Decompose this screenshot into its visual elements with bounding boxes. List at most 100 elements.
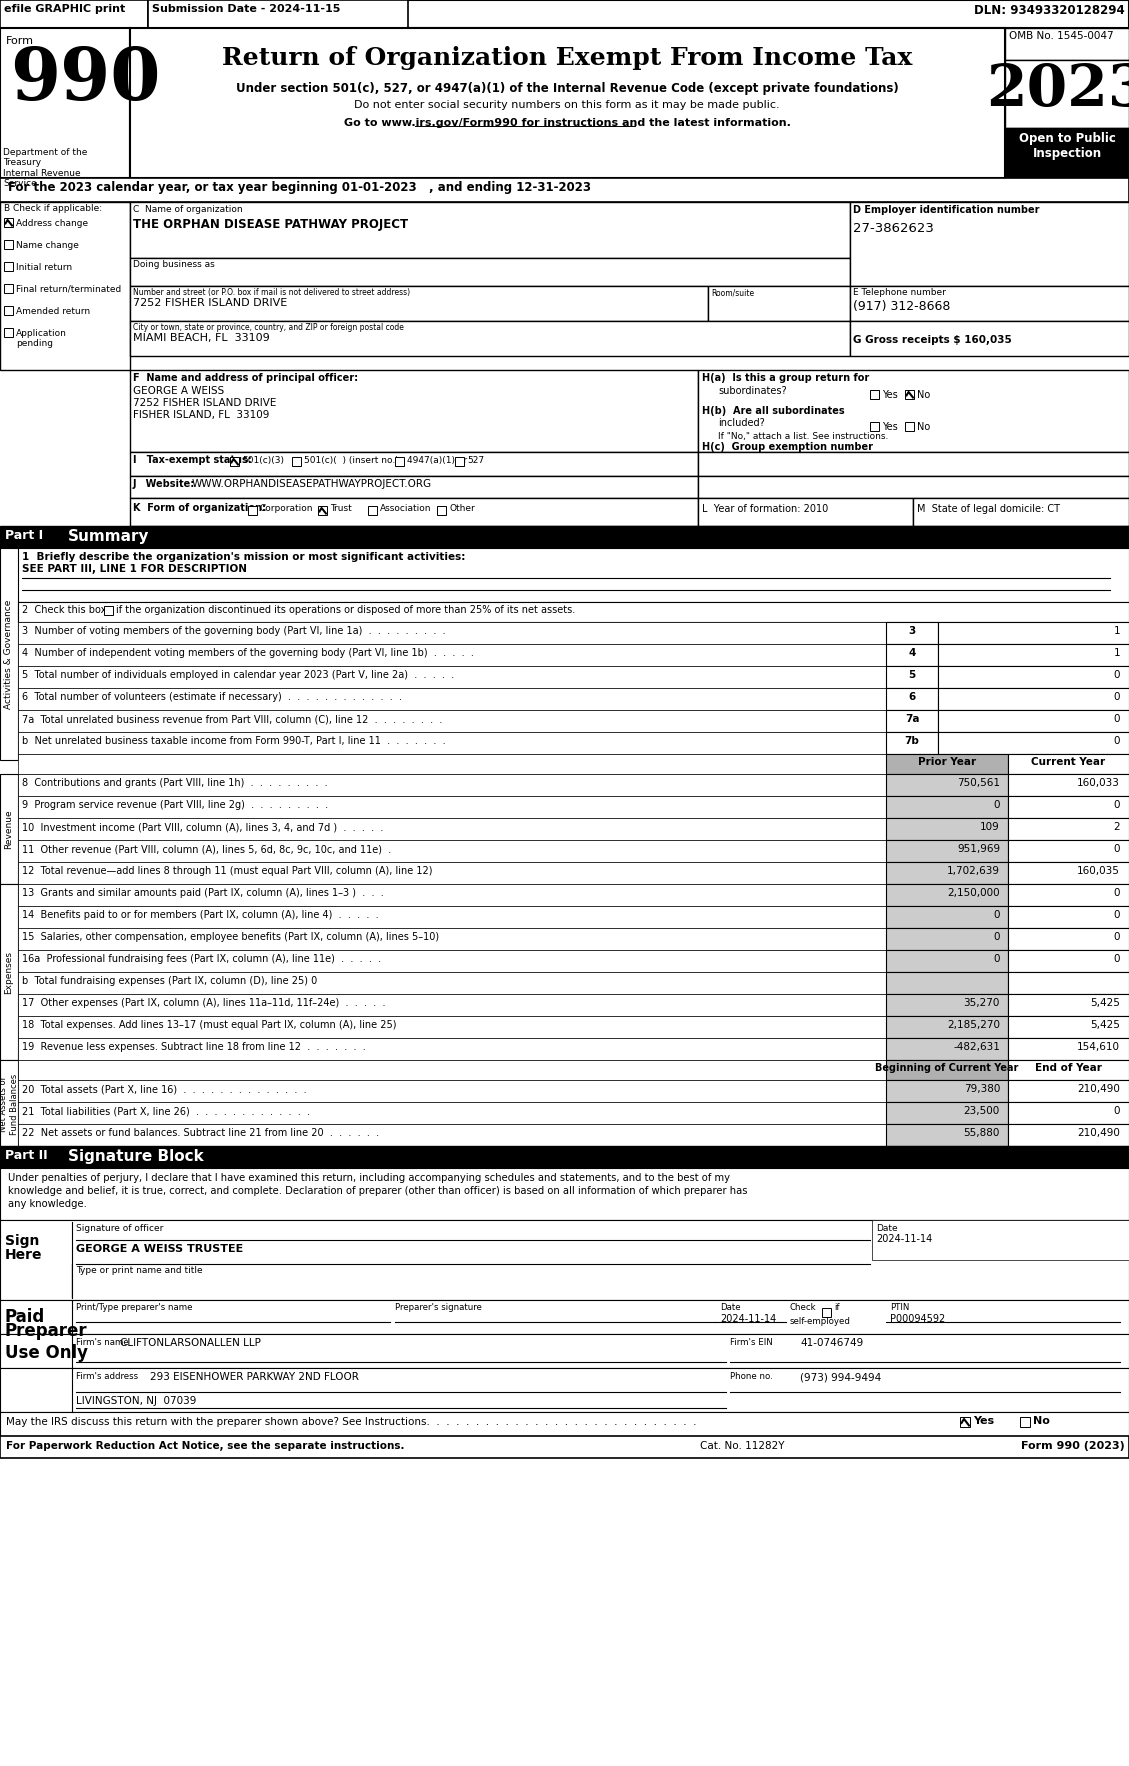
Bar [130, 28, 1005, 178]
Bar [18, 666, 886, 689]
Bar [886, 710, 938, 731]
Bar [1008, 927, 1129, 950]
Text: 0: 0 [1113, 844, 1120, 855]
Text: Final return/terminated: Final return/terminated [16, 284, 121, 293]
Text: (917) 312-8668: (917) 312-8668 [854, 300, 951, 313]
Bar [1008, 906, 1129, 927]
Bar [1008, 841, 1129, 862]
Bar [905, 422, 914, 431]
Bar [870, 390, 879, 399]
Bar [938, 645, 1129, 666]
Text: Firm's EIN: Firm's EIN [730, 1339, 772, 1347]
Text: Signature of officer: Signature of officer [76, 1224, 164, 1233]
Bar [886, 927, 1008, 950]
Bar [18, 950, 886, 971]
Text: Application
pending: Application pending [16, 328, 67, 348]
Text: I   Tax-exempt status:: I Tax-exempt status: [133, 456, 252, 464]
Text: Paid: Paid [5, 1309, 45, 1326]
Text: 0: 0 [1113, 954, 1120, 964]
Bar [938, 710, 1129, 731]
Text: 0: 0 [1113, 736, 1120, 745]
Text: PTIN: PTIN [890, 1303, 909, 1312]
Text: Go to www.irs.gov/Form990 for instructions and the latest information.: Go to www.irs.gov/Form990 for instructio… [343, 118, 790, 127]
Bar [1008, 1081, 1129, 1102]
Bar [18, 1060, 886, 1081]
Text: 79,380: 79,380 [964, 1084, 1000, 1093]
Text: H(c)  Group exemption number: H(c) Group exemption number [702, 442, 873, 452]
Bar [455, 457, 464, 466]
Text: B Check if applicable:: B Check if applicable: [5, 205, 102, 214]
Bar [18, 622, 886, 645]
Bar [886, 818, 1008, 841]
Text: 2,185,270: 2,185,270 [947, 1021, 1000, 1030]
Bar [18, 927, 886, 950]
Text: 6: 6 [909, 692, 916, 703]
Text: 5,425: 5,425 [1091, 1021, 1120, 1030]
Text: Initial return: Initial return [16, 263, 72, 272]
Text: Print/Type preparer's name: Print/Type preparer's name [76, 1303, 193, 1312]
Text: Yes: Yes [973, 1416, 995, 1425]
Bar [0, 1333, 1129, 1369]
Text: 501(c)(3): 501(c)(3) [242, 456, 285, 464]
Bar [886, 1081, 1008, 1102]
Text: Under penalties of perjury, I declare that I have examined this return, includin: Under penalties of perjury, I declare th… [8, 1173, 730, 1183]
Bar [0, 1436, 1129, 1459]
Bar [1008, 1015, 1129, 1038]
Bar [872, 1220, 1129, 1259]
Text: For Paperwork Reduction Act Notice, see the separate instructions.: For Paperwork Reduction Act Notice, see … [6, 1441, 404, 1452]
Text: 5  Total number of individuals employed in calendar year 2023 (Part V, line 2a) : 5 Total number of individuals employed i… [21, 669, 454, 680]
Bar [0, 0, 1129, 28]
Bar [1005, 127, 1129, 178]
Text: WWW.ORPHANDISEASEPATHWAYPROJECT.ORG: WWW.ORPHANDISEASEPATHWAYPROJECT.ORG [192, 479, 432, 489]
Bar [18, 994, 886, 1015]
Bar [130, 258, 850, 286]
Text: Use Only: Use Only [5, 1344, 88, 1362]
Text: Open to Public
Inspection: Open to Public Inspection [1018, 132, 1115, 161]
Bar [1008, 885, 1129, 906]
Text: if the organization discontinued its operations or disposed of more than 25% of : if the organization discontinued its ope… [116, 606, 576, 615]
Text: 0: 0 [1113, 932, 1120, 941]
Bar [18, 1123, 886, 1146]
Text: 7252 FISHER ISLAND DRIVE: 7252 FISHER ISLAND DRIVE [133, 397, 277, 408]
Bar [938, 689, 1129, 710]
Text: 154,610: 154,610 [1077, 1042, 1120, 1053]
Text: No: No [917, 422, 930, 433]
Bar [886, 906, 1008, 927]
Bar [886, 1102, 1008, 1123]
Text: 3: 3 [909, 625, 916, 636]
Bar [130, 321, 850, 357]
Bar [18, 906, 886, 927]
Text: 1: 1 [1113, 648, 1120, 659]
Text: For the 2023 calendar year, or tax year beginning 01-01-2023   , and ending 12-3: For the 2023 calendar year, or tax year … [8, 180, 590, 194]
Bar [0, 885, 18, 1060]
Bar [905, 390, 914, 399]
Bar [1008, 950, 1129, 971]
Bar [5, 306, 14, 314]
Text: 0: 0 [994, 932, 1000, 941]
Text: Preparer's signature: Preparer's signature [395, 1303, 482, 1312]
Text: any knowledge.: any knowledge. [8, 1199, 87, 1210]
Bar [18, 862, 886, 885]
Text: THE ORPHAN DISEASE PATHWAY PROJECT: THE ORPHAN DISEASE PATHWAY PROJECT [133, 217, 408, 231]
Bar [886, 885, 1008, 906]
Text: knowledge and belief, it is true, correct, and complete. Declaration of preparer: knowledge and belief, it is true, correc… [8, 1187, 747, 1196]
Text: Sign: Sign [5, 1234, 40, 1249]
Bar [886, 994, 1008, 1015]
Text: Form 990 (2023): Form 990 (2023) [1022, 1441, 1124, 1452]
Bar [886, 1015, 1008, 1038]
Bar [0, 1060, 18, 1148]
Text: Check: Check [790, 1303, 816, 1312]
Text: 0: 0 [1113, 909, 1120, 920]
Text: 41-0746749: 41-0746749 [800, 1339, 864, 1347]
Text: Phone no.: Phone no. [730, 1372, 772, 1381]
Bar [886, 841, 1008, 862]
Text: Submission Date - 2024-11-15: Submission Date - 2024-11-15 [152, 4, 340, 14]
Bar [0, 1369, 1129, 1413]
Bar [130, 477, 698, 498]
Text: 22  Net assets or fund balances. Subtract line 21 from line 20  .  .  .  .  .  .: 22 Net assets or fund balances. Subtract… [21, 1128, 379, 1137]
Text: Under section 501(c), 527, or 4947(a)(1) of the Internal Revenue Code (except pr: Under section 501(c), 527, or 4947(a)(1)… [236, 81, 899, 95]
Text: 20  Total assets (Part X, line 16)  .  .  .  .  .  .  .  .  .  .  .  .  .  .: 20 Total assets (Part X, line 16) . . . … [21, 1084, 307, 1093]
Text: 2024-11-14: 2024-11-14 [720, 1314, 777, 1324]
Text: 210,490: 210,490 [1077, 1084, 1120, 1093]
Text: 35,270: 35,270 [964, 998, 1000, 1008]
